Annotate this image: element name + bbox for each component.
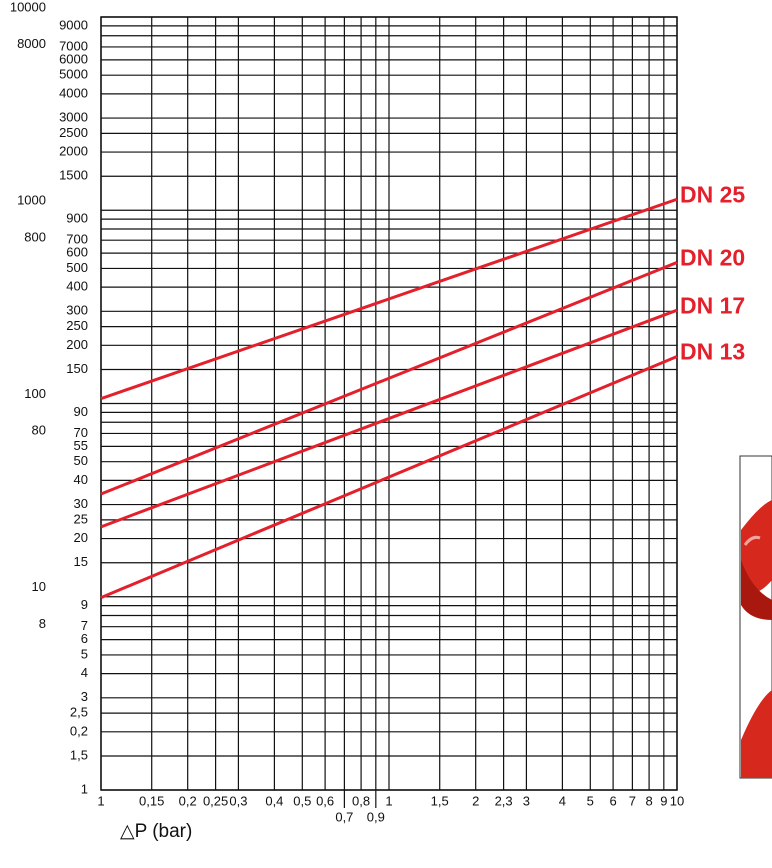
plot-frame — [100, 16, 678, 791]
x-tick-label: 1 — [385, 793, 392, 808]
x-tick-label: 2,3 — [495, 793, 513, 808]
series-label: DN 20 — [680, 245, 745, 271]
y-tick-label: 90 — [74, 404, 88, 419]
series-line — [100, 355, 678, 599]
y-tick-label: 300 — [66, 303, 88, 318]
y-tick-label: 1500 — [59, 168, 88, 183]
x-tick-label: 0,9 — [367, 809, 385, 824]
x-tick-label: 3 — [523, 793, 530, 808]
x-tick-label: 0,8 — [352, 793, 370, 808]
x-tick-label: 6 — [609, 793, 616, 808]
y-tick-label: 150 — [66, 361, 88, 376]
x-tick-label: 1,5 — [431, 793, 449, 808]
x-tick-label: 0,6 — [316, 793, 334, 808]
y-tick-label: 2,5 — [70, 705, 88, 720]
x-axis-label: △P (bar) — [120, 821, 192, 842]
y-tick-label: 600 — [66, 245, 88, 260]
y-tick-label: 1000 — [17, 193, 46, 208]
y-tick-label: 2500 — [59, 125, 88, 140]
series-line — [100, 197, 678, 401]
x-tick-label: 8 — [645, 793, 652, 808]
y-tick-label: 200 — [66, 337, 88, 352]
y-tick-label: 500 — [66, 260, 88, 275]
y-tick-label: 5000 — [59, 67, 88, 82]
y-tick-label: 9000 — [59, 17, 88, 32]
y-tick-label: 3000 — [59, 109, 88, 124]
x-tick-label: 0,15 — [139, 793, 164, 808]
y-tick-label: 6000 — [59, 51, 88, 66]
y-tick-label: 15 — [74, 554, 88, 569]
y-tick-label: 10000 — [10, 0, 46, 14]
y-tick-label: 800 — [24, 229, 46, 244]
y-tick-label: 40 — [74, 472, 88, 487]
y-tick-label: 3 — [81, 689, 88, 704]
series-label: DN 13 — [680, 339, 745, 365]
y-tick-label: 1,5 — [70, 747, 88, 762]
x-tick-label: 10 — [670, 793, 684, 808]
y-tick-label: 6 — [81, 631, 88, 646]
y-tick-label: 70 — [74, 425, 88, 440]
y-tick-label: 10 — [32, 579, 46, 594]
y-tick-label: 9 — [81, 597, 88, 612]
series-label: DN 17 — [680, 292, 745, 318]
y-tick-label: 80 — [32, 423, 46, 438]
y-tick-label: 50 — [74, 453, 88, 468]
y-tick-label: 700 — [66, 232, 88, 247]
y-tick-label: 2000 — [59, 144, 88, 159]
y-tick-label: 20 — [74, 530, 88, 545]
x-tick-label: 0,5 — [293, 793, 311, 808]
y-tick-label: 900 — [66, 211, 88, 226]
x-tick-label: 0,7 — [335, 809, 353, 824]
y-tick-label: 7 — [81, 618, 88, 633]
y-tick-label: 4000 — [59, 85, 88, 100]
product-photo — [739, 455, 772, 779]
series-line — [100, 261, 678, 496]
x-tick-label: 5 — [587, 793, 594, 808]
x-tick-label: 2 — [472, 793, 479, 808]
x-tick-label: 0,2 — [179, 793, 197, 808]
y-tick-label: 4 — [81, 665, 88, 680]
x-tick-label: 0,25 — [203, 793, 228, 808]
x-tick-label: 1 — [97, 793, 104, 808]
y-tick-label: 8000 — [17, 36, 46, 51]
y-tick-label: 100 — [24, 386, 46, 401]
y-tick-label: 400 — [66, 279, 88, 294]
y-tick-label: 25 — [74, 511, 88, 526]
series-line — [100, 308, 678, 529]
x-tick-label: 0,3 — [229, 793, 247, 808]
y-tick-label: 7000 — [59, 38, 88, 53]
x-tick-label: 0,4 — [265, 793, 283, 808]
y-tick-label: 250 — [66, 318, 88, 333]
y-tick-label: 55 — [74, 438, 88, 453]
y-tick-label: 8 — [39, 616, 46, 631]
x-tick-label: 4 — [559, 793, 566, 808]
y-tick-label: 1 — [81, 781, 88, 796]
x-tick-label: 7 — [629, 793, 636, 808]
y-tick-label: 0,2 — [70, 723, 88, 738]
series-label: DN 25 — [680, 181, 745, 207]
y-tick-label: 5 — [81, 646, 88, 661]
y-tick-label: 30 — [74, 496, 88, 511]
x-tick-label: 9 — [660, 793, 667, 808]
